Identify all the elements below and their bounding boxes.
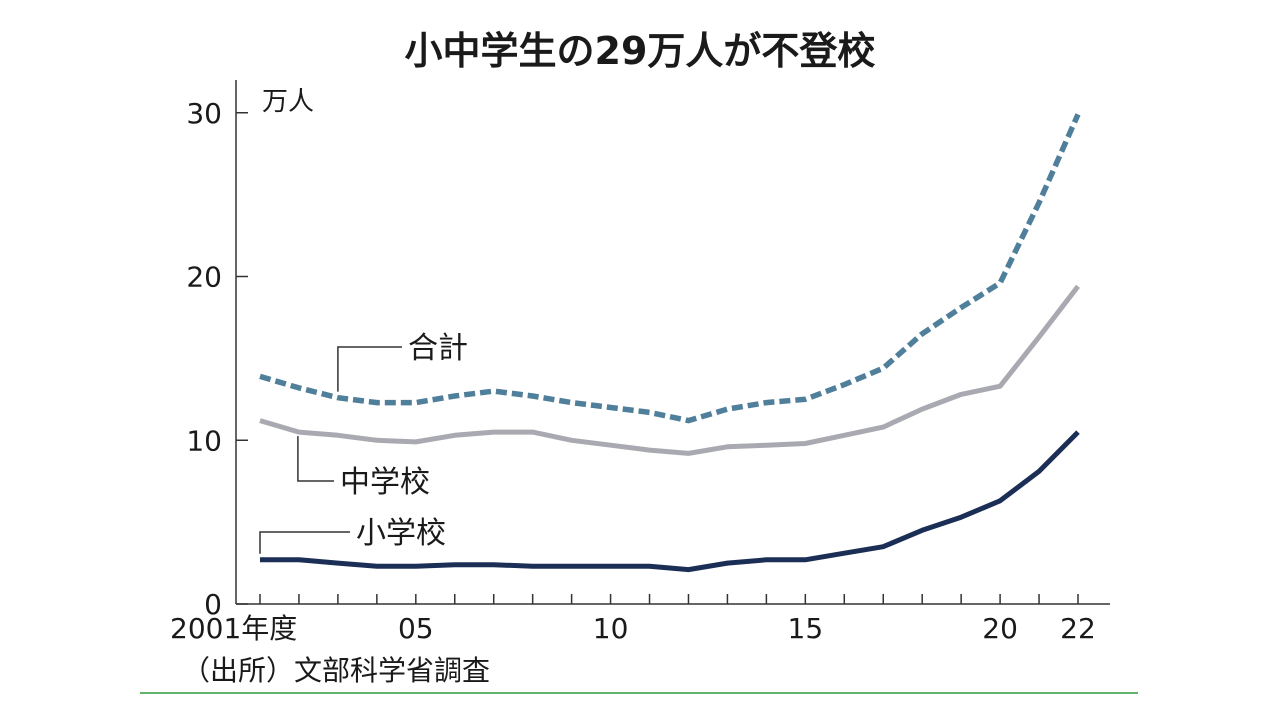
series-leader-line [259,531,350,554]
y-axis: 0 10 20 30 [186,80,248,621]
source-note: （出所）文部科学省調査 [182,654,490,687]
series-label: 小学校 [356,516,446,551]
x-axis: 2001年度 05 10 15 20 22 [170,594,1110,645]
series-line-2 [260,430,1080,573]
series-layer [259,113,1081,573]
series-line-0 [259,113,1081,424]
y-tick-label: 0 [204,588,222,621]
series-leader-line [297,436,334,482]
series-label: 中学校 [340,465,430,500]
series-label: 合計 [408,331,468,366]
y-axis-unit-label: 万人 [262,87,314,117]
x-tick-label: 22 [1060,612,1096,645]
x-tick-label: 15 [788,612,824,645]
x-tick-label: 20 [982,612,1018,645]
x-tick-label: 10 [593,612,629,645]
y-tick-label: 10 [186,424,222,457]
x-tick-label: 05 [398,612,434,645]
x-tick-label: 2001年度 [170,612,297,645]
series-line-1 [259,284,1080,456]
series-leader-line [337,346,402,392]
y-tick-label: 30 [186,97,222,130]
y-tick-label: 20 [186,261,222,294]
chart-title: 小中学生の29万人が不登校 [405,29,876,73]
